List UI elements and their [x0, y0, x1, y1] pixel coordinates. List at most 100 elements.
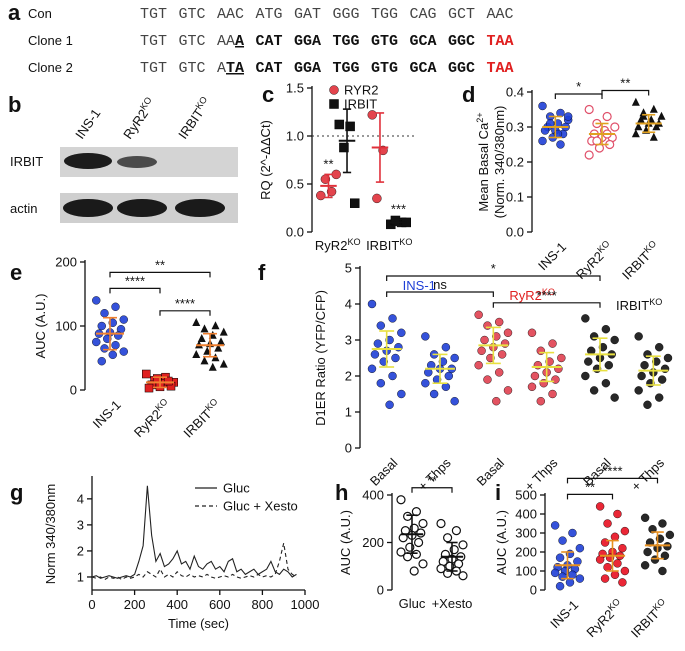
point [441, 343, 451, 352]
point [503, 386, 513, 395]
point [396, 547, 406, 557]
y-axis-label-part: Mean Basal Ca [476, 122, 491, 212]
x-tick-label: RyR2KO [130, 396, 174, 440]
point [643, 400, 652, 409]
y-tick-label: 500 [515, 488, 537, 503]
point [634, 386, 643, 395]
point [339, 142, 349, 153]
codon: GCA [410, 60, 437, 77]
point [665, 530, 675, 540]
y-tick-label: 2 [77, 543, 84, 558]
row-label: IRBIT [10, 154, 43, 169]
point [548, 339, 557, 348]
codon: GGA [294, 33, 321, 50]
significance-label: **** [537, 288, 557, 303]
x-axis-label: Time (sec) [168, 616, 229, 631]
point [495, 317, 504, 327]
point [492, 397, 501, 406]
point [403, 511, 413, 521]
point [640, 513, 650, 522]
y-tick-label: 400 [362, 488, 384, 503]
point [584, 104, 594, 115]
point [603, 563, 612, 572]
codon: AAC [487, 6, 514, 23]
x-tick-label: 200 [124, 597, 146, 612]
x-tick-label-part: IRBIT [366, 238, 399, 253]
legend-marker [329, 85, 339, 95]
codon: TGG [333, 60, 360, 77]
codon: AAC [217, 6, 244, 23]
x-tick-label: + Thps [628, 455, 667, 494]
y-axis-label: AUC (A.U.) [494, 510, 509, 575]
point [211, 321, 220, 330]
point [538, 136, 547, 146]
point [658, 566, 667, 576]
point [436, 518, 446, 529]
point [589, 332, 599, 341]
x-tick-label-part: KO [399, 237, 412, 247]
codon: GCT [448, 6, 475, 23]
codon: GGA [294, 60, 321, 77]
point [558, 536, 567, 545]
point [497, 350, 507, 359]
point [602, 111, 612, 122]
panel-label: f [258, 260, 266, 285]
row-label: actin [10, 201, 37, 216]
blot-band [117, 199, 167, 217]
codon: GGC [448, 33, 475, 50]
y-tick-label: 1.0 [286, 129, 304, 144]
point [550, 521, 560, 530]
point [164, 376, 173, 386]
significance-bracket [386, 275, 601, 281]
point [416, 528, 426, 538]
panel-label: a [8, 0, 21, 25]
point [443, 533, 453, 543]
codon: GTC [179, 60, 206, 77]
x-tick-label: IRBITKO [618, 238, 662, 282]
point [613, 509, 622, 519]
y-tick-label: 400 [515, 507, 537, 522]
panel-label: g [10, 480, 23, 505]
point [556, 140, 565, 149]
lane-label: RyR2KO [119, 95, 158, 142]
y-tick-label: 3 [77, 517, 84, 532]
point [192, 350, 201, 358]
codon-part: A [235, 33, 244, 50]
point [388, 314, 397, 323]
group-label-part: IRBIT [616, 298, 649, 313]
point [474, 310, 483, 319]
point [379, 357, 388, 366]
y-tick-label: 1 [77, 569, 84, 584]
group-label: INS-1 [403, 278, 436, 293]
y-tick-label: 5 [345, 261, 352, 276]
significance-label: ** [155, 257, 165, 272]
x-tick-label-part: KO [347, 237, 360, 247]
point [376, 321, 385, 330]
y-tick-label: 0 [70, 383, 77, 398]
y-tick-label: 100 [55, 319, 77, 334]
x-tick-label: 600 [209, 597, 231, 612]
codon: GTC [179, 6, 206, 23]
y-tick-label: 0 [377, 583, 384, 598]
point [108, 350, 117, 359]
point [601, 379, 611, 388]
point [603, 519, 612, 528]
point [568, 528, 577, 538]
point [480, 335, 489, 345]
point [618, 578, 627, 587]
y-axis-label: Mean Basal Ca2+ [475, 112, 491, 211]
x-tick-label: Gluc [399, 596, 426, 611]
point [558, 572, 567, 581]
y-tick-label: 100 [515, 564, 537, 579]
point [634, 332, 643, 341]
point [503, 328, 513, 337]
codon: TGT [140, 6, 167, 23]
y-tick-label: 0.2 [506, 155, 524, 170]
legend-marker [329, 99, 339, 109]
point [655, 343, 664, 352]
point [458, 540, 468, 550]
x-tick-label: Basal [367, 455, 401, 489]
legend-label: IRBIT [344, 97, 377, 112]
significance-label: **** [175, 296, 195, 311]
point [660, 551, 670, 560]
